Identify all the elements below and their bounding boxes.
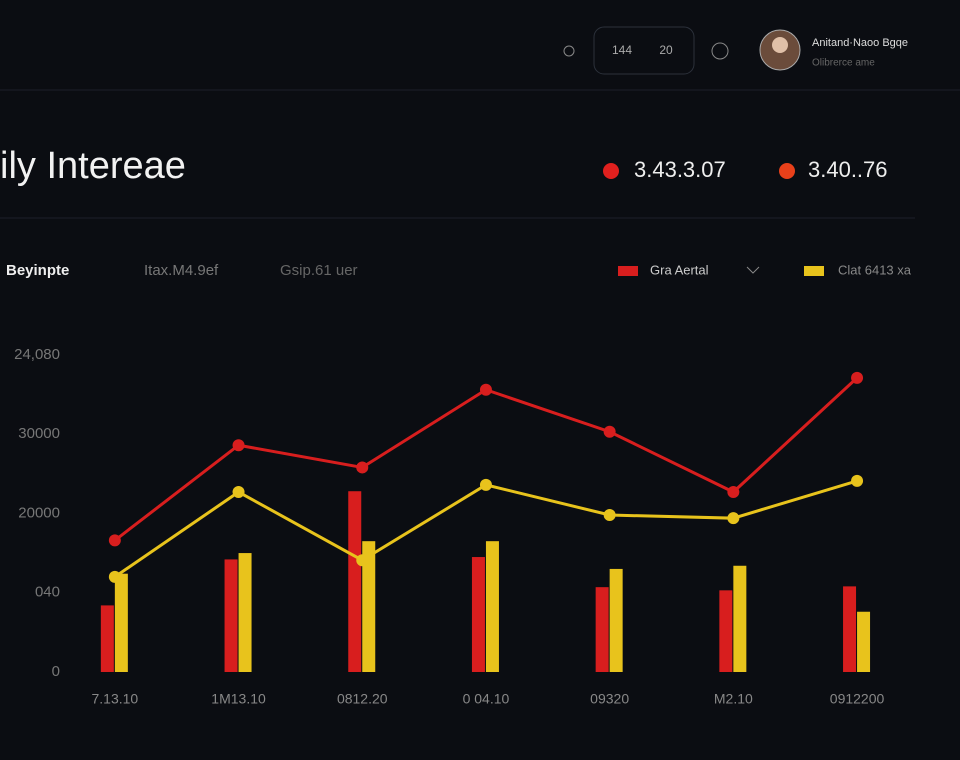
user-name: Anitand·Naoo Bgqe [812,37,908,49]
stat-value: 3.43.3.07 [634,157,726,182]
tab[interactable]: Itax.M4.9ef [144,262,219,279]
line-marker [232,486,245,499]
legend-swatch [804,266,824,276]
bar [733,565,747,672]
bar [595,587,609,672]
x-tick-label: 7.13.10 [91,691,138,707]
icon[interactable] [711,42,729,60]
y-tick-label: 20000 [18,504,60,521]
stat-dot [779,163,795,179]
page-title: ily Intereae [0,145,186,187]
bar [843,586,857,672]
bar [485,541,499,672]
line-marker [727,512,740,525]
stat-dot [603,163,619,179]
line-marker [479,478,492,491]
bar [238,553,252,672]
x-tick-label: 1M13.10 [211,691,266,707]
bar [471,557,485,672]
x-tick-label: M2.10 [714,691,753,707]
x-tick-label: 09320 [590,691,629,707]
bar [348,491,362,672]
bar [224,559,238,672]
tab[interactable]: Gsip.61 uer [280,262,358,279]
bar [857,611,871,672]
line-marker [727,486,740,499]
line-marker [232,439,245,452]
pill-text: 144 [612,43,632,57]
line-marker [356,554,369,567]
pill[interactable] [593,26,695,75]
line-marker [603,425,616,438]
dropdown-icon[interactable] [746,266,760,274]
y-tick-label: 040 [35,584,60,601]
legend-label: Gra Aertal [650,262,709,277]
bar [100,605,114,672]
user-sub: Olibrerce ame [812,58,875,69]
bar [609,568,623,672]
x-tick-label: 0912200 [830,691,885,707]
icon[interactable] [563,45,575,57]
bar [114,573,128,672]
line-marker [108,534,121,547]
pill-text: 20 [659,43,673,57]
bar [719,590,733,672]
line-marker [356,461,369,474]
legend-swatch [618,266,638,276]
line-marker [108,570,121,583]
y-tick-label: 30000 [18,425,60,442]
tab[interactable]: Beyinpte [6,262,69,279]
line-marker [479,383,492,396]
y-tick-label: 24,080 [14,346,60,363]
stat-value: 3.40..76 [808,157,888,182]
line-marker [851,371,864,384]
line-marker [851,474,864,487]
x-tick-label: 0 04.10 [463,691,510,707]
line-marker [603,509,616,522]
avatar-face [772,37,788,53]
legend-label: Clat 6413 xa [838,262,912,277]
bar [362,541,376,672]
y-tick-label: 0 [52,663,60,680]
x-tick-label: 0812.20 [337,691,388,707]
